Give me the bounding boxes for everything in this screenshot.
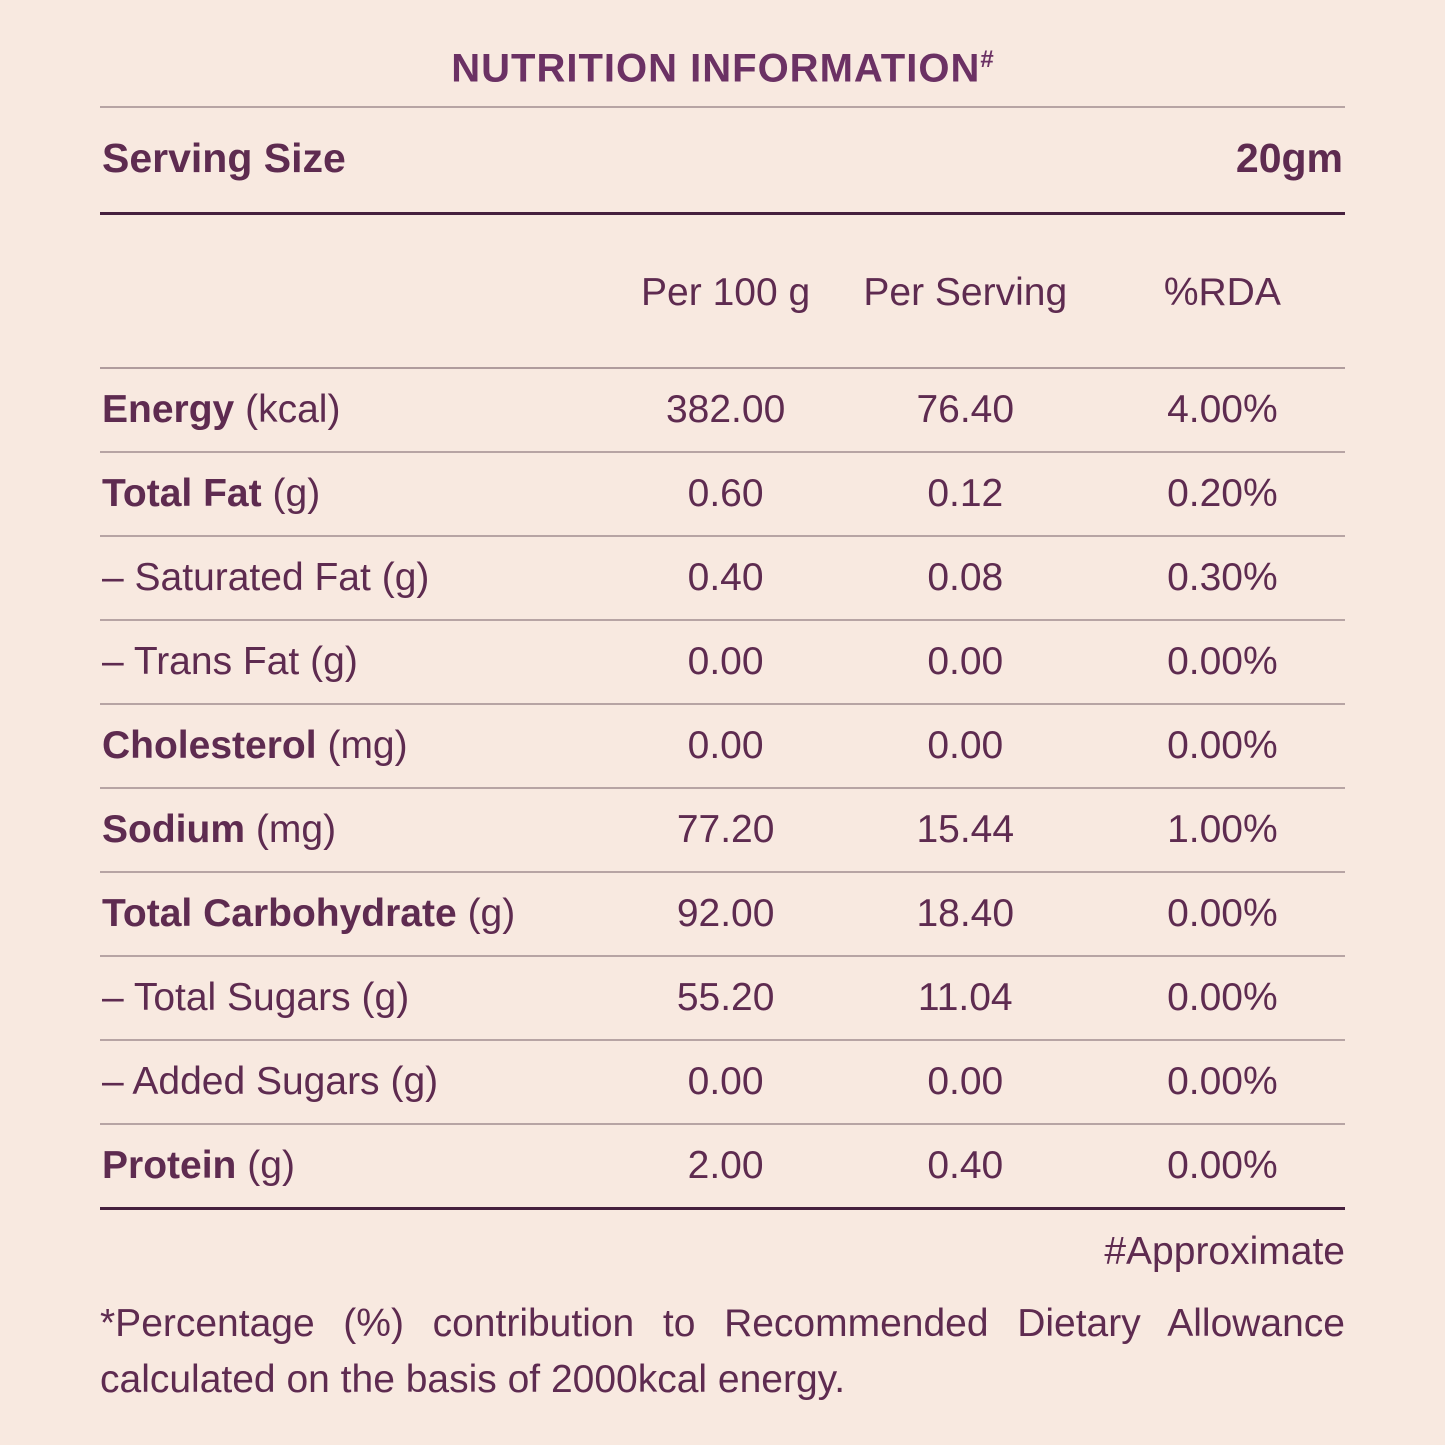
nutrient-name: – Total Sugars (g): [100, 956, 621, 1042]
page-title-text: NUTRITION INFORMATION: [451, 46, 981, 91]
nutrient-name: Sodium (mg): [100, 788, 621, 874]
nutrient-name: Total Carbohydrate (g): [100, 872, 621, 958]
nutrient-name: Energy (kcal): [100, 368, 621, 454]
serving-size-value: 20gm: [1235, 135, 1343, 182]
per-serving-value: 0.40: [830, 1124, 1100, 1210]
per-serving-value: 15.44: [830, 788, 1100, 874]
nutrition-table: Per 100 g Per Serving %RDA Energy (kcal) …: [100, 215, 1345, 1210]
rda-value: 4.00%: [1099, 368, 1345, 454]
title-divider: [100, 106, 1345, 109]
rda-value: 0.00%: [1099, 1040, 1345, 1126]
rda-value: 0.00%: [1099, 1124, 1345, 1210]
rda-value: 0.00%: [1099, 872, 1345, 958]
per-serving-value: 0.00: [830, 704, 1100, 790]
nutrient-name: Protein (g): [100, 1124, 621, 1210]
header-per-serving: Per Serving: [830, 215, 1100, 370]
per-100g-value: 0.00: [620, 620, 831, 706]
nutrient-name: – Trans Fat (g): [100, 620, 621, 706]
table-row: Total Fat (g) 0.60 0.12 0.20%: [100, 452, 1345, 538]
title-superscript: #: [980, 46, 994, 73]
page-title: NUTRITION INFORMATION#: [100, 46, 1345, 91]
per-serving-value: 0.00: [830, 1040, 1100, 1126]
nutrient-name: – Saturated Fat (g): [100, 536, 621, 622]
per-serving-value: 11.04: [830, 956, 1100, 1042]
per-100g-value: 55.20: [620, 956, 831, 1042]
per-serving-value: 0.08: [830, 536, 1100, 622]
per-serving-value: 18.40: [830, 872, 1100, 958]
nutrient-name: Total Fat (g): [100, 452, 621, 538]
per-100g-value: 77.20: [620, 788, 831, 874]
table-row: – Saturated Fat (g) 0.40 0.08 0.30%: [100, 536, 1345, 622]
per-100g-value: 0.00: [620, 1040, 831, 1126]
rda-value: 0.30%: [1099, 536, 1345, 622]
column-header-row: Per 100 g Per Serving %RDA: [100, 215, 1345, 370]
rda-value: 1.00%: [1099, 788, 1345, 874]
per-100g-value: 382.00: [620, 368, 831, 454]
per-serving-value: 76.40: [830, 368, 1100, 454]
serving-size-label: Serving Size: [102, 135, 346, 182]
table-row: Sodium (mg) 77.20 15.44 1.00%: [100, 788, 1345, 874]
table-row: – Trans Fat (g) 0.00 0.00 0.00%: [100, 620, 1345, 706]
serving-divider: [100, 212, 1345, 216]
header-spacer: [100, 215, 621, 370]
per-serving-value: 0.00: [830, 620, 1100, 706]
table-row: Total Carbohydrate (g) 92.00 18.40 0.00%: [100, 872, 1345, 958]
table-row: – Added Sugars (g) 0.00 0.00 0.00%: [100, 1040, 1345, 1126]
nutrient-name: – Added Sugars (g): [100, 1040, 621, 1126]
table-row: Protein (g) 2.00 0.40 0.00%: [100, 1124, 1345, 1210]
per-100g-value: 2.00: [620, 1124, 831, 1210]
table-row: – Total Sugars (g) 55.20 11.04 0.00%: [100, 956, 1345, 1042]
rda-value: 0.00%: [1099, 956, 1345, 1042]
per-100g-value: 0.60: [620, 452, 831, 538]
rda-value: 0.00%: [1099, 704, 1345, 790]
rda-value: 0.00%: [1099, 620, 1345, 706]
per-100g-value: 92.00: [620, 872, 831, 958]
per-100g-value: 0.00: [620, 704, 831, 790]
table-row: Cholesterol (mg) 0.00 0.00 0.00%: [100, 704, 1345, 790]
per-serving-value: 0.12: [830, 452, 1100, 538]
serving-size-row: Serving Size 20gm: [100, 108, 1345, 212]
nutrient-name: Cholesterol (mg): [100, 704, 621, 790]
header-rda: %RDA: [1099, 215, 1345, 370]
table-row: Energy (kcal) 382.00 76.40 4.00%: [100, 368, 1345, 454]
approximate-note: #Approximate: [1104, 1229, 1345, 1273]
rda-footnote: *Percentage (%) contribution to Recommen…: [100, 1301, 1345, 1401]
per-100g-value: 0.40: [620, 536, 831, 622]
header-per-100g: Per 100 g: [620, 215, 831, 370]
rda-value: 0.20%: [1099, 452, 1345, 538]
nutrition-panel: NUTRITION INFORMATION# Serving Size 20gm…: [100, 46, 1345, 1401]
